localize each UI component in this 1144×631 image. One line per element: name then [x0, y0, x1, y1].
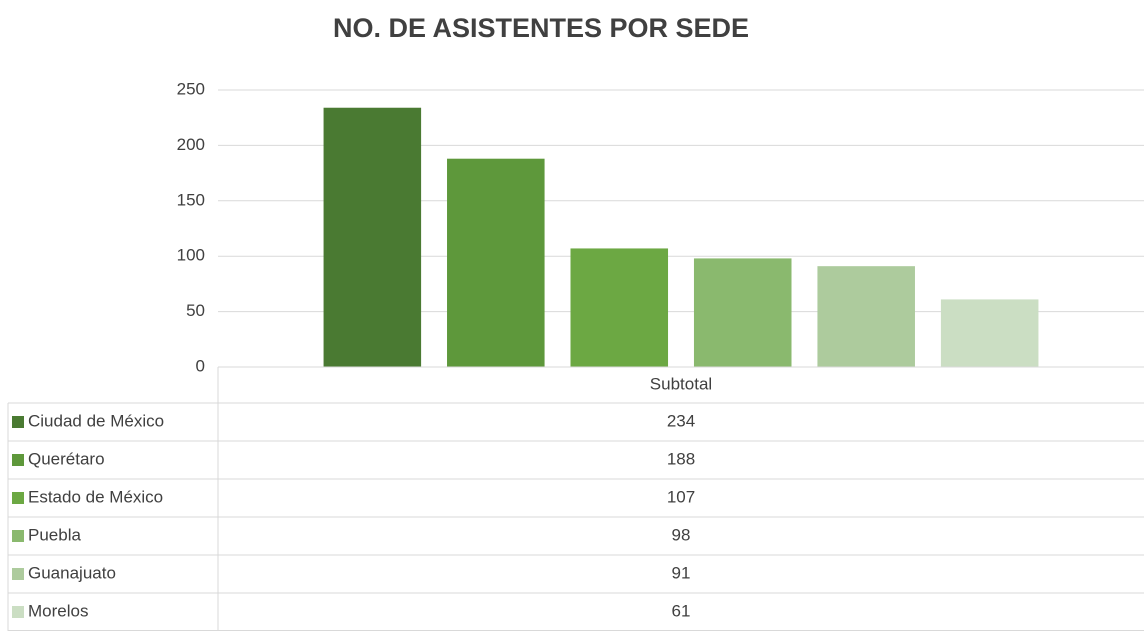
- table-value: 188: [667, 449, 695, 468]
- bar: [817, 266, 915, 367]
- chart-title: NO. DE ASISTENTES POR SEDE: [333, 13, 749, 43]
- bar: [323, 107, 422, 367]
- bar: [693, 258, 792, 367]
- table-value: 234: [667, 411, 695, 430]
- y-tick-label: 100: [177, 246, 205, 265]
- table-header: Subtotal: [650, 374, 712, 393]
- y-tick-label: 0: [196, 356, 205, 375]
- y-tick-label: 50: [186, 301, 205, 320]
- table-value: 98: [672, 525, 691, 544]
- legend-key: [12, 454, 24, 466]
- legend-label: Puebla: [28, 525, 81, 544]
- table-value: 91: [672, 563, 691, 582]
- y-tick-label: 200: [177, 135, 205, 154]
- bar: [447, 158, 545, 367]
- legend-label: Morelos: [28, 601, 88, 620]
- legend-label: Estado de México: [28, 487, 163, 506]
- legend-label: Ciudad de México: [28, 411, 164, 430]
- legend-label: Guanajuato: [28, 563, 116, 582]
- table-value: 107: [667, 487, 695, 506]
- bar: [940, 299, 1039, 367]
- legend-key: [12, 416, 24, 428]
- bar: [570, 248, 669, 367]
- legend-key: [12, 606, 24, 618]
- legend-key: [12, 568, 24, 580]
- y-tick-label: 250: [177, 79, 205, 98]
- legend-key: [12, 530, 24, 542]
- y-tick-label: 150: [177, 190, 205, 209]
- legend-key: [12, 492, 24, 504]
- table-value: 61: [672, 601, 691, 620]
- legend-label: Querétaro: [28, 449, 105, 468]
